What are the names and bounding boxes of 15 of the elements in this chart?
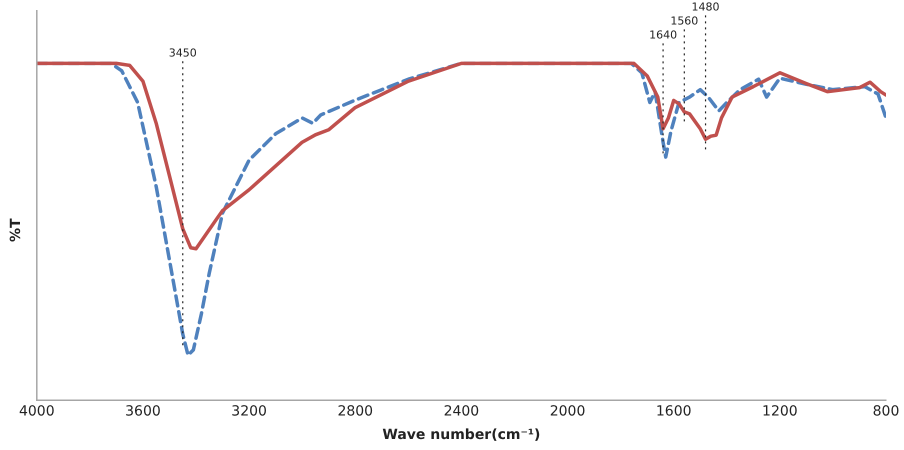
x-tick-label: 1200 [762, 403, 798, 420]
x-tick-label: 3600 [125, 403, 161, 420]
x-tick-label: 2000 [550, 403, 586, 420]
x-tick-label: 2800 [337, 403, 374, 420]
ref-line-label: 1640 [649, 28, 678, 42]
x-tick-label: 2400 [444, 403, 480, 420]
y-axis-title: %T [8, 218, 24, 242]
x-axis-title: Wave number(cm⁻¹) [382, 427, 540, 444]
x-tick-label: 3200 [231, 403, 267, 420]
ref-line-label: 1560 [670, 14, 698, 28]
x-tick-label: 1600 [656, 403, 692, 420]
x-tick-label: 4000 [18, 403, 55, 420]
x-tick-label: 800 [872, 403, 900, 420]
ref-line-label: 1480 [692, 0, 720, 14]
ref-line-label: 3450 [168, 46, 197, 60]
